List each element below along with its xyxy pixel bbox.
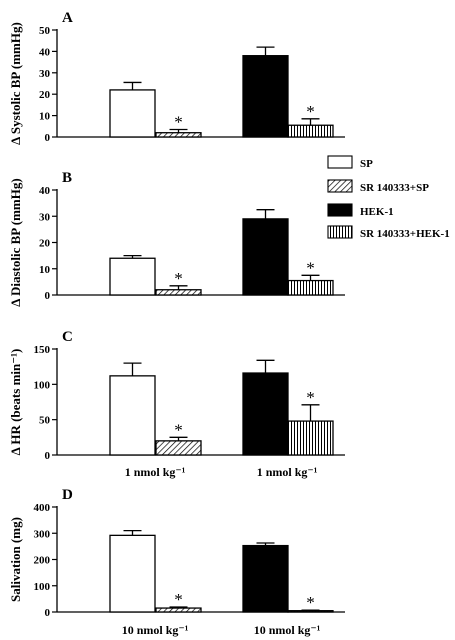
dose-label: 10 nmol kg⁻¹ xyxy=(122,623,189,637)
y-tick-label: 30 xyxy=(39,68,51,80)
panel-b: B Δ Diastolic BP (mmHg) 0 10 20 30 40 * * xyxy=(8,170,345,307)
panel-letter: A xyxy=(62,10,73,26)
bar-hek-1 xyxy=(242,55,289,138)
significance-star: * xyxy=(174,269,183,288)
y-tick-label: 30 xyxy=(39,211,51,223)
significance-star: * xyxy=(174,590,183,609)
y-tick-label: 0 xyxy=(45,132,51,144)
significance-star: * xyxy=(306,593,315,612)
y-tick-label: 100 xyxy=(34,581,51,593)
bar-sp xyxy=(109,375,156,456)
y-tick-label: 100 xyxy=(34,379,51,391)
legend-label: SR 140333+SP xyxy=(360,182,429,194)
dose-label: 1 nmol kg⁻¹ xyxy=(257,465,318,479)
y-axis-label: Salivation (mg) xyxy=(8,517,23,602)
y-tick-label: 300 xyxy=(34,528,51,540)
y-tick-label: 150 xyxy=(34,344,51,356)
y-tick-label: 50 xyxy=(39,25,51,37)
y-tick-label: 0 xyxy=(45,290,51,302)
legend-label: HEK-1 xyxy=(360,206,394,218)
bar-hek-1 xyxy=(242,544,289,613)
bar-sp xyxy=(109,89,156,138)
legend-item: SP xyxy=(327,155,373,170)
legend: SP SR 140333+SP HEK-1 SR 140333+HEK-1 xyxy=(327,155,450,240)
panel-letter: B xyxy=(62,170,72,186)
panel-c: C Δ HR (beats min⁻¹) 0 50 100 150 * * 1 nmol kg⁻… xyxy=(8,329,345,479)
bar-hek-1 xyxy=(242,372,289,456)
bar-sr-140333-sp xyxy=(155,440,202,456)
y-tick-label: 200 xyxy=(34,555,51,567)
chart-panels: A Δ Systolic BP (mmHg) 0 10 20 30 40 50 * * B Δ Dia… xyxy=(8,10,345,637)
y-axis-label: Δ Diastolic BP (mmHg) xyxy=(8,178,23,306)
legend-item: SR 140333+SP xyxy=(327,179,429,194)
y-axis-label: Δ HR (beats min⁻¹) xyxy=(8,349,23,456)
bar-sp xyxy=(109,257,156,296)
significance-star: * xyxy=(306,388,315,407)
significance-star: * xyxy=(306,258,315,277)
legend-label: SR 140333+HEK-1 xyxy=(360,228,450,240)
y-tick-label: 400 xyxy=(34,502,51,514)
bar-sr-140333-sp xyxy=(155,132,202,138)
legend-item: HEK-1 xyxy=(327,203,394,218)
bar-sr-140333-hek-1 xyxy=(287,279,334,296)
legend-label: SP xyxy=(360,158,373,170)
y-axis-label: Δ Systolic BP (mmHg) xyxy=(8,22,23,145)
y-tick-label: 10 xyxy=(39,264,51,276)
bar-hek-1 xyxy=(242,218,289,296)
legend-swatch xyxy=(327,203,353,217)
y-tick-label: 0 xyxy=(45,450,51,462)
y-tick-label: 40 xyxy=(39,185,51,197)
legend-item: SR 140333+HEK-1 xyxy=(327,225,450,240)
legend-swatch xyxy=(327,179,353,193)
panel-letter: C xyxy=(62,329,73,345)
panel-letter: D xyxy=(62,487,73,503)
y-tick-label: 10 xyxy=(39,111,51,123)
dose-label: 10 nmol kg⁻¹ xyxy=(254,623,321,637)
y-tick-label: 20 xyxy=(39,89,51,101)
significance-star: * xyxy=(174,420,183,439)
y-tick-label: 0 xyxy=(45,607,51,619)
bar-sr-140333-hek-1 xyxy=(287,124,334,138)
y-tick-label: 20 xyxy=(39,238,51,250)
significance-star: * xyxy=(174,113,183,132)
bar-sp xyxy=(109,534,156,613)
significance-star: * xyxy=(306,102,315,121)
panel-d: D Salivation (mg) 0 100 200 300 400 * * 10 nmol k… xyxy=(8,487,345,637)
dose-label: 1 nmol kg⁻¹ xyxy=(125,465,186,479)
panel-a: A Δ Systolic BP (mmHg) 0 10 20 30 40 50 * * xyxy=(8,10,345,145)
bar-sr-140333-hek-1 xyxy=(287,420,334,456)
bar-sr-140333-sp xyxy=(155,289,202,296)
legend-swatch xyxy=(327,155,353,169)
y-tick-label: 50 xyxy=(39,415,51,427)
y-tick-label: 40 xyxy=(39,46,51,58)
legend-swatch xyxy=(327,225,353,239)
